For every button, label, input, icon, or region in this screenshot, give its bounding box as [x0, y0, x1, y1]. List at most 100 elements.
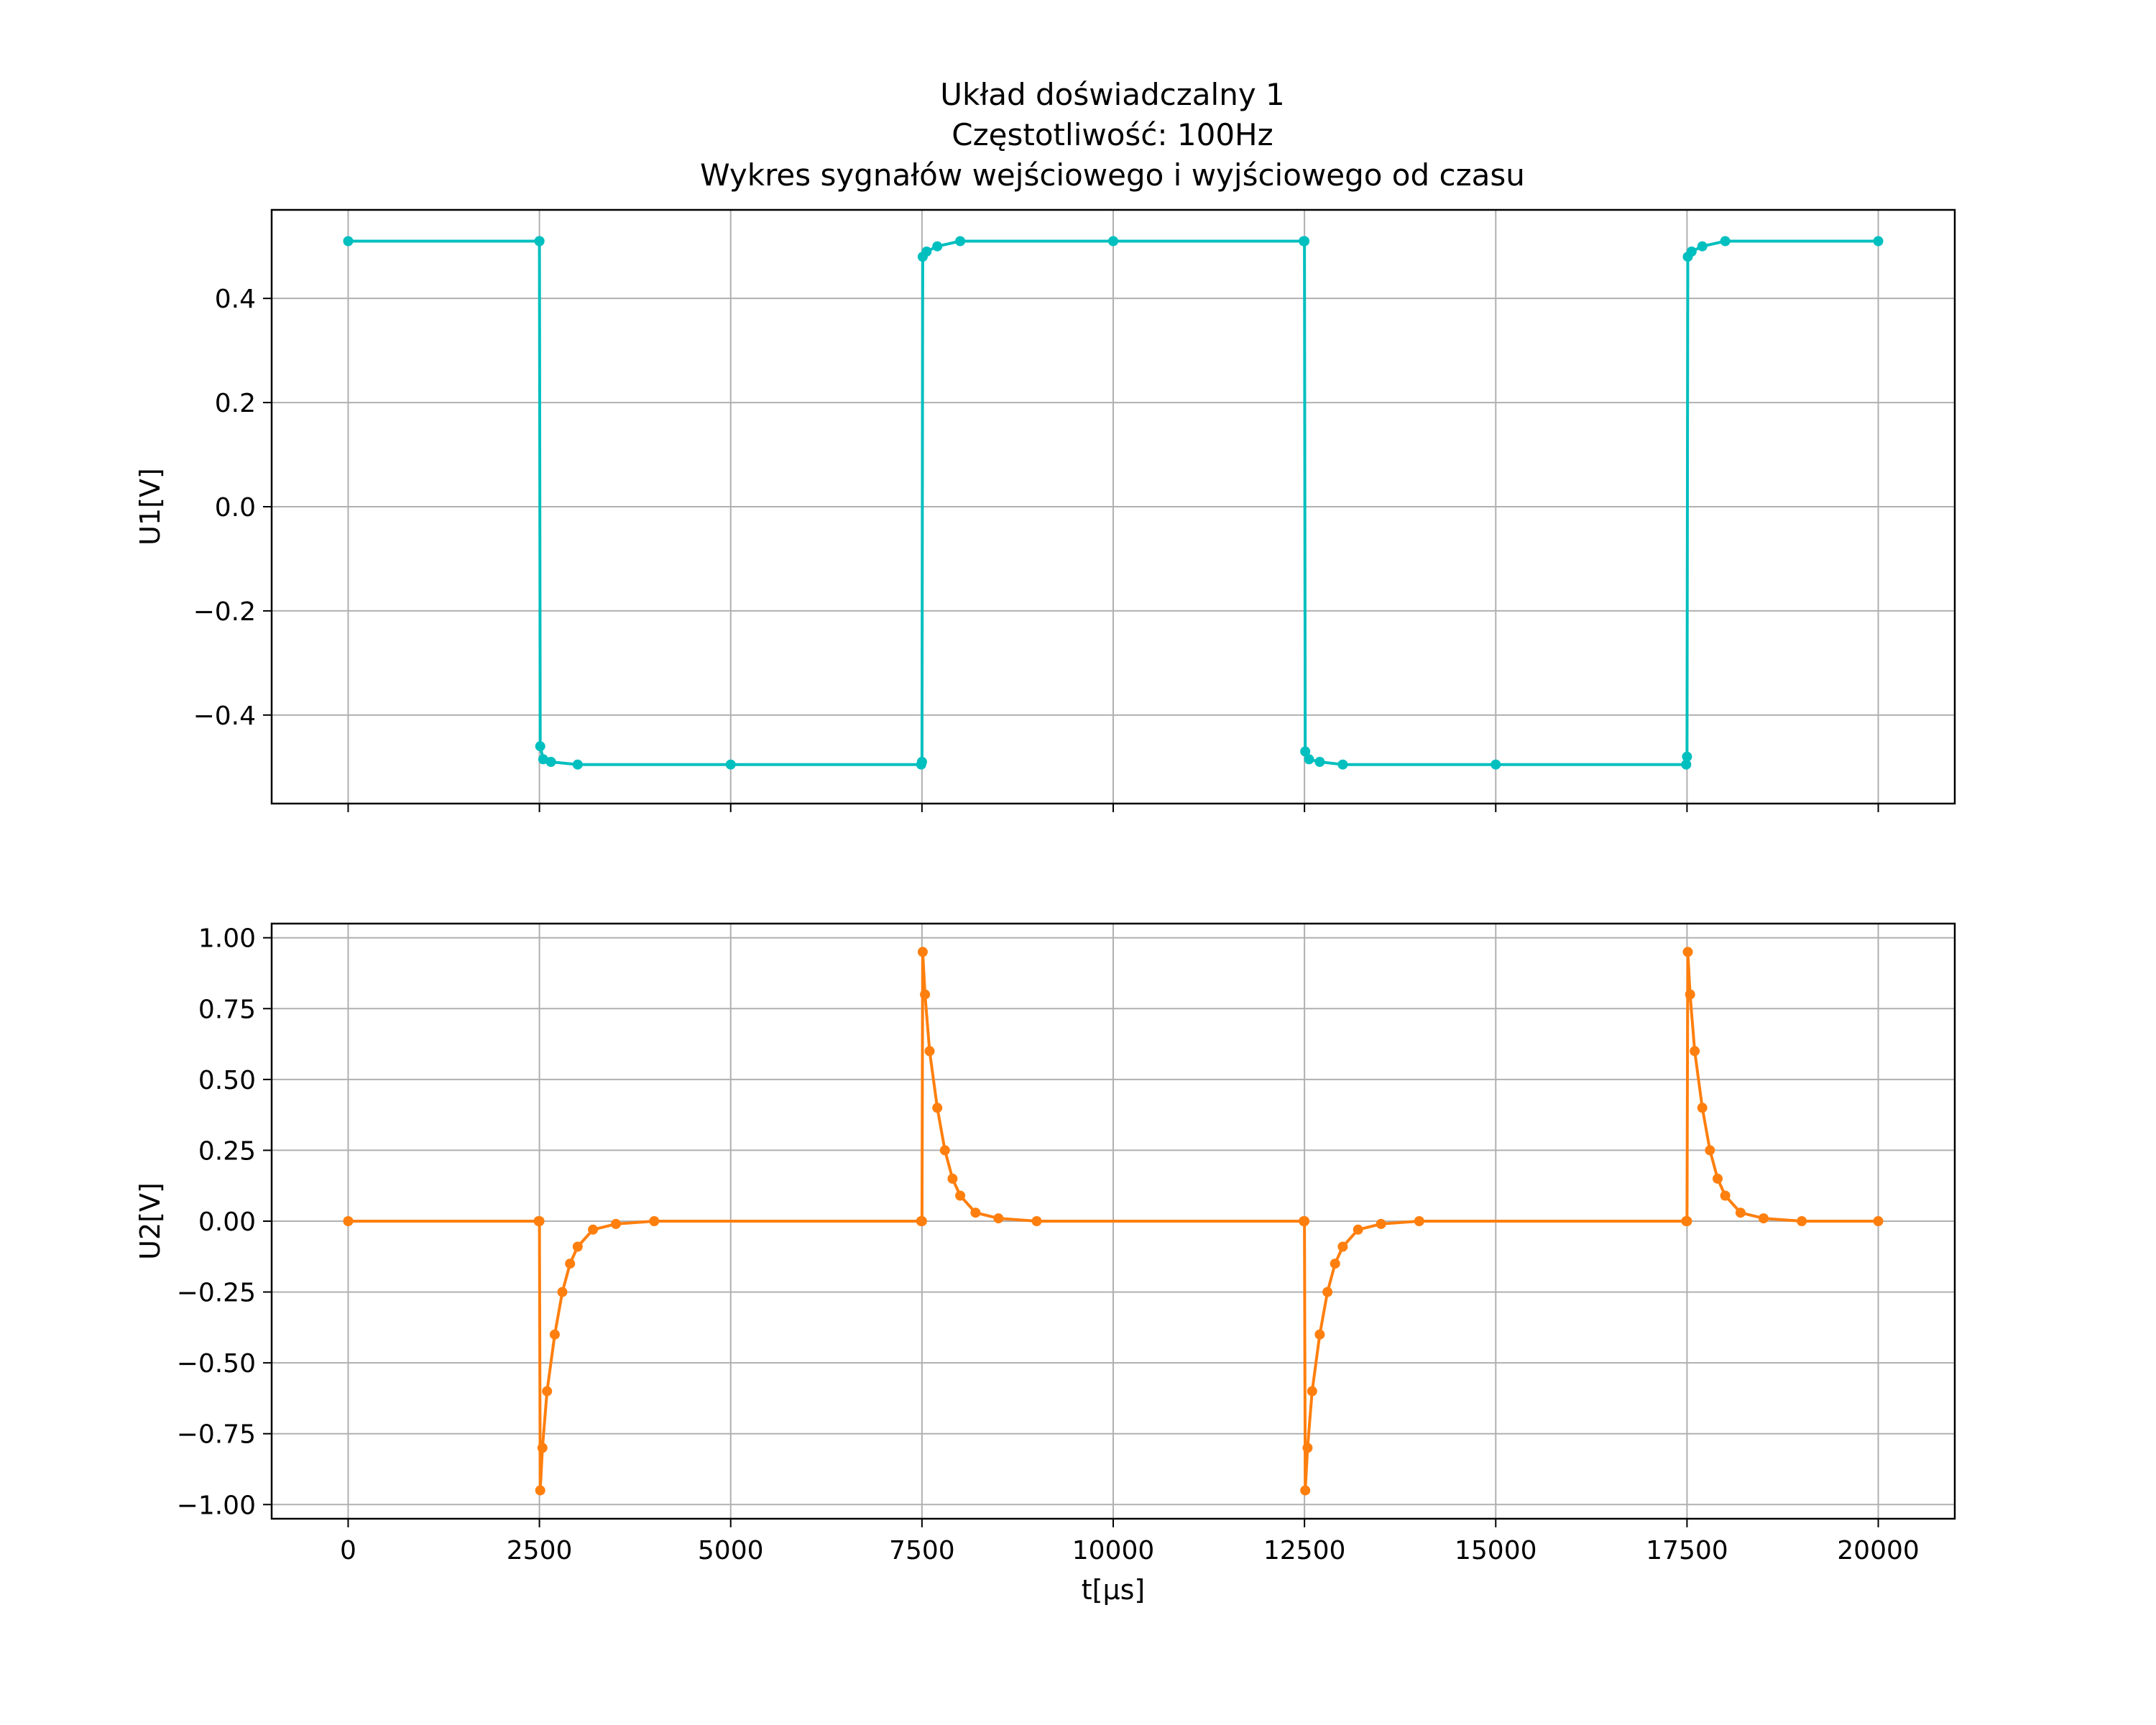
u2-data-point-31: [1322, 1287, 1333, 1297]
u2-xtick-label-7: 17500: [1646, 1536, 1728, 1565]
u2-data-point-8: [565, 1259, 576, 1269]
u2-data-point-29: [1307, 1386, 1317, 1397]
u2-data-point-33: [1337, 1241, 1348, 1252]
u2-xtick-label-2: 5000: [698, 1536, 764, 1565]
u2-ytick-label-8: 1.00: [198, 924, 256, 954]
u2-data-point-14: [916, 1216, 927, 1226]
u2-series: [343, 947, 1884, 1496]
u2-data-point-5: [542, 1386, 553, 1397]
u1-ytick-label-4: 0.4: [215, 285, 256, 314]
u2-xtick-label-6: 15000: [1455, 1536, 1537, 1565]
u1-ytick-label-2: 0.0: [215, 493, 256, 523]
u2-data-point-43: [1705, 1145, 1715, 1156]
u2-xtick-label-1: 2500: [507, 1536, 573, 1565]
u1-data-point-21: [1491, 759, 1501, 770]
u2-data-point-6: [549, 1329, 560, 1340]
u2-xtick-label-3: 7500: [889, 1536, 955, 1565]
u1-data-point-19: [1314, 757, 1325, 767]
u2-data-point-30: [1314, 1329, 1325, 1340]
u2-data-point-45: [1720, 1190, 1731, 1201]
u1-data-point-5: [545, 757, 556, 767]
u1-ytick-label-3: 0.2: [215, 389, 256, 418]
u1-series: [343, 236, 1884, 770]
u2-data-point-18: [932, 1103, 943, 1113]
u2-data-point-28: [1302, 1443, 1313, 1453]
u2-xtick-label-4: 10000: [1072, 1536, 1155, 1565]
u1-data-point-7: [725, 759, 736, 770]
u2-data-point-22: [970, 1208, 981, 1218]
u1-data-point-12: [932, 241, 943, 252]
u1-data-point-18: [1304, 754, 1314, 765]
u1-series-line-0: [348, 239, 1879, 766]
u2-data-point-34: [1353, 1224, 1363, 1235]
u2-data-point-0: [343, 1216, 354, 1226]
u2-ytick-label-2: −0.50: [177, 1349, 256, 1379]
u1-data-point-6: [572, 759, 583, 770]
u2-data-point-16: [920, 989, 931, 1000]
u2-data-point-3: [535, 1485, 545, 1496]
u1-data-point-14: [1108, 236, 1118, 247]
chart-u1: −0.4 −0.2 0.0 0.2 0.4 U1[V]: [134, 208, 1956, 812]
u2-data-point-23: [993, 1213, 1004, 1224]
u1-data-point-0: [343, 236, 354, 247]
u1-data-point-20: [1337, 759, 1348, 770]
u1-data-point-16: [1299, 236, 1310, 247]
u2-data-point-27: [1300, 1485, 1311, 1496]
u2-ytick-label-6: 0.50: [198, 1066, 256, 1095]
u2-data-point-49: [1873, 1216, 1884, 1226]
title-line-3: Wykres sygnałów wejściowego i wyjścioweg…: [700, 157, 1525, 193]
figure-title: Układ doświadczalny 1 Częstotliwość: 100…: [700, 77, 1525, 193]
u2-data-point-38: [1682, 1216, 1692, 1226]
u2-xtick-label-0: 0: [340, 1536, 356, 1565]
u2-ytick-label-1: −0.75: [177, 1420, 256, 1450]
u1-ytick-label-0: −0.4: [193, 702, 256, 731]
u1-data-point-28: [1873, 236, 1884, 247]
u2-data-point-26: [1299, 1216, 1310, 1226]
u2-data-point-24: [1031, 1216, 1042, 1226]
u1-ytick-label-1: −0.2: [193, 597, 256, 627]
u2-data-point-32: [1330, 1259, 1340, 1269]
u2-data-point-12: [649, 1216, 660, 1226]
u2-data-point-48: [1797, 1216, 1807, 1226]
u1-ylabel: U1[V]: [134, 468, 166, 546]
u2-data-point-36: [1414, 1216, 1424, 1226]
u2-ytick-label-4: 0.00: [198, 1208, 256, 1237]
u2-data-point-17: [924, 1046, 935, 1057]
u2-data-point-20: [947, 1173, 958, 1184]
u2-xtick-label-5: 12500: [1263, 1536, 1346, 1565]
u2-ytick-label-0: −1.00: [177, 1491, 256, 1520]
u2-ticks: 0 2500 5000 7500 10000 12500 15000 17500 20000 −1…: [177, 924, 1920, 1565]
u2-data-point-10: [588, 1224, 599, 1235]
u2-ytick-label-7: 0.75: [198, 995, 256, 1024]
u1-data-point-9: [916, 757, 927, 767]
u2-data-point-15: [917, 947, 928, 957]
u2-data-point-4: [537, 1443, 548, 1453]
title-line-2: Częstotliwość: 100Hz: [952, 117, 1273, 152]
u2-data-point-40: [1685, 989, 1695, 1000]
u1-data-point-11: [921, 247, 932, 257]
u2-data-point-44: [1713, 1173, 1723, 1184]
u2-data-point-9: [572, 1241, 583, 1252]
u1-data-point-13: [955, 236, 966, 247]
u2-data-point-19: [939, 1145, 950, 1156]
u2-xlabel: t[μs]: [1082, 1574, 1146, 1606]
u1-grid: [272, 210, 1955, 804]
u1-ticks: −0.4 −0.2 0.0 0.2 0.4: [193, 285, 1879, 812]
u1-data-point-27: [1720, 236, 1731, 247]
u1-data-point-26: [1697, 241, 1708, 252]
u2-data-point-2: [534, 1216, 545, 1226]
chart-u2: 0 2500 5000 7500 10000 12500 15000 17500 20000 −1…: [134, 922, 1956, 1606]
u2-data-point-39: [1682, 947, 1693, 957]
u1-data-point-3: [535, 741, 545, 752]
u2-data-point-46: [1735, 1208, 1746, 1218]
u2-xtick-label-8: 20000: [1837, 1536, 1920, 1565]
u1-data-point-23: [1682, 751, 1692, 762]
u2-data-point-35: [1376, 1218, 1386, 1229]
u1-data-point-4: [538, 754, 548, 765]
u2-data-point-21: [955, 1190, 966, 1201]
u1-data-point-25: [1686, 247, 1697, 257]
u2-data-point-11: [611, 1218, 621, 1229]
u2-ytick-label-5: 0.25: [198, 1136, 256, 1166]
